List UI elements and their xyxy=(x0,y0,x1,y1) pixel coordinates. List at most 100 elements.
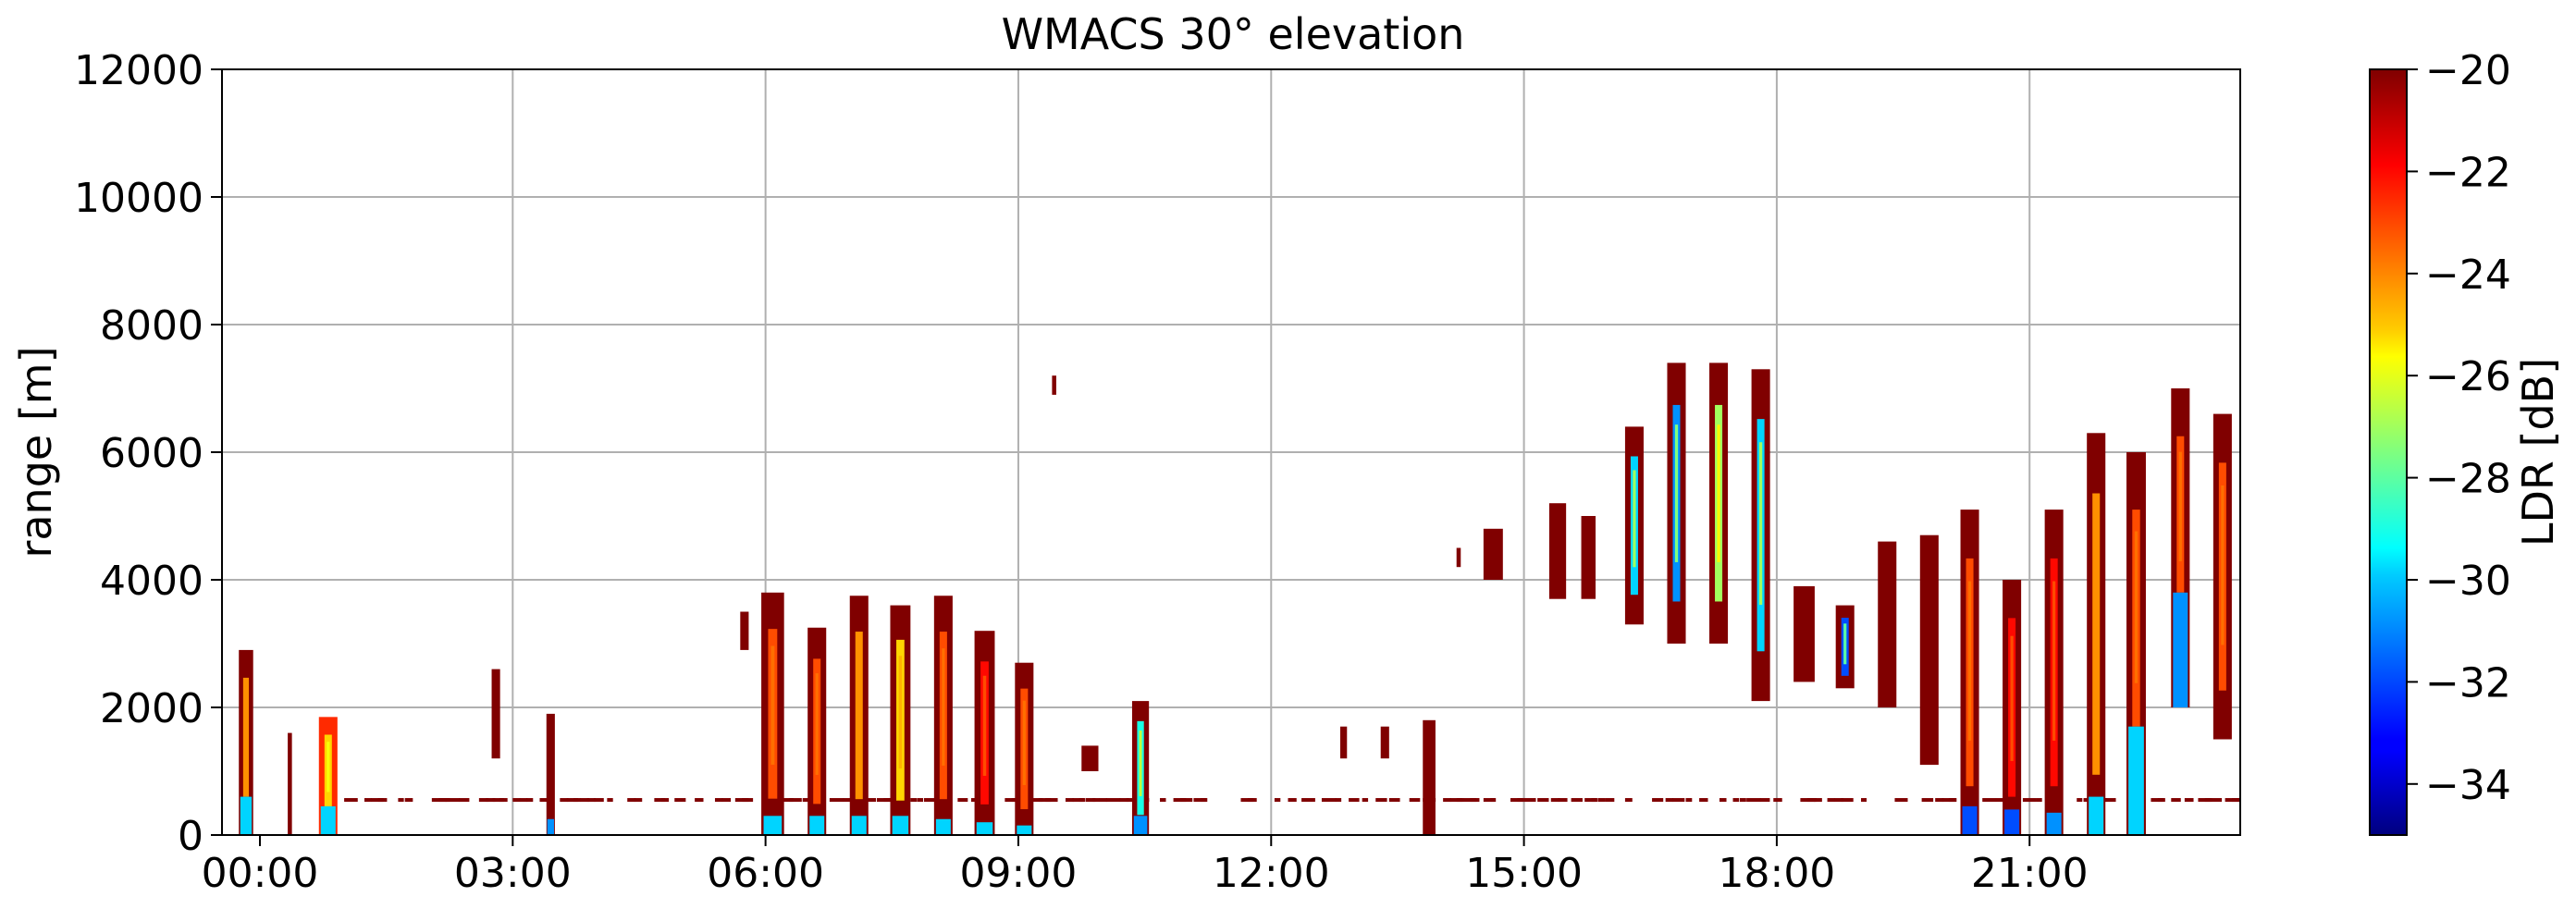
clutter-segment xyxy=(957,798,968,802)
band-body xyxy=(1423,720,1436,835)
band-core-inner xyxy=(1843,623,1846,664)
band-body xyxy=(1484,529,1503,580)
clutter-segment xyxy=(1773,798,1781,802)
band-core-inner xyxy=(857,648,860,766)
band-body xyxy=(740,612,748,650)
cloud-band xyxy=(1132,701,1149,835)
band-core-inner xyxy=(1140,731,1142,796)
x-tick-label: 12:00 xyxy=(1213,850,1330,897)
band-core-inner xyxy=(1675,424,1678,562)
clutter-segment xyxy=(594,798,604,802)
clutter-segment xyxy=(2171,798,2180,802)
clutter-segment xyxy=(1847,798,1853,802)
clutter-segment xyxy=(512,798,520,802)
clutter-segment xyxy=(918,798,923,802)
x-tick-label: 09:00 xyxy=(960,850,1078,897)
cloud-band xyxy=(2003,580,2021,835)
band-core-inner xyxy=(770,645,774,764)
clutter-segment xyxy=(378,798,388,802)
band-body xyxy=(1582,516,1596,599)
cloud-band xyxy=(1457,548,1461,568)
band-core-inner xyxy=(1023,701,1026,785)
clutter-segment xyxy=(1470,798,1479,802)
cloud-band xyxy=(1381,727,1389,759)
cloud-band xyxy=(2045,510,2064,835)
clutter-segment xyxy=(1571,798,1583,802)
clutter-segment xyxy=(1288,798,1296,802)
cloud-band xyxy=(1961,510,1979,835)
clutter-segment xyxy=(2158,798,2163,802)
cloud-band xyxy=(288,733,292,835)
clutter-segment xyxy=(1666,798,1674,802)
band-body xyxy=(492,669,500,759)
cloud-band xyxy=(2087,433,2105,835)
band-body xyxy=(1081,745,1098,771)
clutter-segment xyxy=(1160,798,1165,802)
clutter-segment xyxy=(445,798,460,802)
band-core-inner xyxy=(1759,442,1762,605)
clutter-segment xyxy=(2103,798,2115,802)
clutter-segment xyxy=(1598,798,1605,802)
cloud-band xyxy=(934,596,953,835)
clutter-segment xyxy=(1375,798,1387,802)
data-layer xyxy=(239,338,2263,835)
clutter-segment xyxy=(2023,798,2037,802)
colorbar-label: LDR [dB] xyxy=(2513,358,2563,547)
band-core-inner xyxy=(327,742,329,792)
cloud-band xyxy=(319,717,338,835)
clutter-segment xyxy=(1275,798,1280,802)
y-tick-label: 12000 xyxy=(74,47,203,94)
band-core-inner xyxy=(1968,582,1971,741)
colorbar-tick-label: −34 xyxy=(2425,762,2511,809)
cloud-band xyxy=(2171,388,2189,707)
cloud-band xyxy=(1878,542,1896,707)
cloud-band xyxy=(1423,720,1436,835)
clutter-segment xyxy=(1760,798,1770,802)
colorbar-tick-label: −26 xyxy=(2425,353,2511,400)
cloud-band xyxy=(1836,606,1855,689)
clutter-segment xyxy=(1922,798,1934,802)
clutter-segment xyxy=(1982,798,1996,802)
clutter-segment xyxy=(2205,798,2212,802)
clutter-segment xyxy=(1524,798,1536,802)
clutter-segment xyxy=(1248,798,1257,802)
band-base xyxy=(1134,816,1148,835)
band-core-inner xyxy=(1633,470,1635,567)
clutter-segment xyxy=(573,798,581,802)
clutter-segment xyxy=(1746,798,1761,802)
clutter-segment xyxy=(2185,798,2194,802)
band-base xyxy=(2250,745,2262,835)
clutter-segment xyxy=(2212,798,2222,802)
band-core-inner xyxy=(942,648,944,766)
colorbar-tick-label: −20 xyxy=(2425,47,2511,94)
clutter-segment xyxy=(1699,798,1707,802)
colorbar xyxy=(2370,69,2407,835)
cloud-band xyxy=(1625,426,1644,624)
cloud-band xyxy=(1340,727,1347,759)
colorbar-tick-label: −30 xyxy=(2425,558,2511,605)
clutter-segment xyxy=(2077,798,2082,802)
clutter-segment xyxy=(1841,798,1847,802)
clutter-segment xyxy=(1106,798,1121,802)
clutter-segment xyxy=(1949,798,1957,802)
clutter-segment xyxy=(526,798,533,802)
clutter-segment xyxy=(1740,798,1746,802)
cloud-band xyxy=(1709,362,1728,644)
band-core xyxy=(2253,412,2260,746)
cloud-band xyxy=(761,593,784,835)
clutter-segment xyxy=(1894,798,1907,802)
x-tick-label: 00:00 xyxy=(202,850,319,897)
y-axis-label: range [m] xyxy=(11,346,61,558)
colorbar-ticks: −20 −22 −24 −26 −28 −30 −32 −34 xyxy=(2407,47,2511,809)
cloud-band xyxy=(2249,338,2263,835)
band-core-inner xyxy=(2052,582,2055,741)
band-base xyxy=(321,806,336,835)
band-base xyxy=(977,822,992,835)
clutter-segment xyxy=(398,798,403,802)
band-core-inner xyxy=(2221,485,2224,645)
cloud-band xyxy=(1015,663,1033,835)
cloud-band xyxy=(1752,369,1770,701)
clutter-segment xyxy=(1686,798,1693,802)
clutter-segment xyxy=(1092,798,1100,802)
cloud-band xyxy=(975,631,995,835)
